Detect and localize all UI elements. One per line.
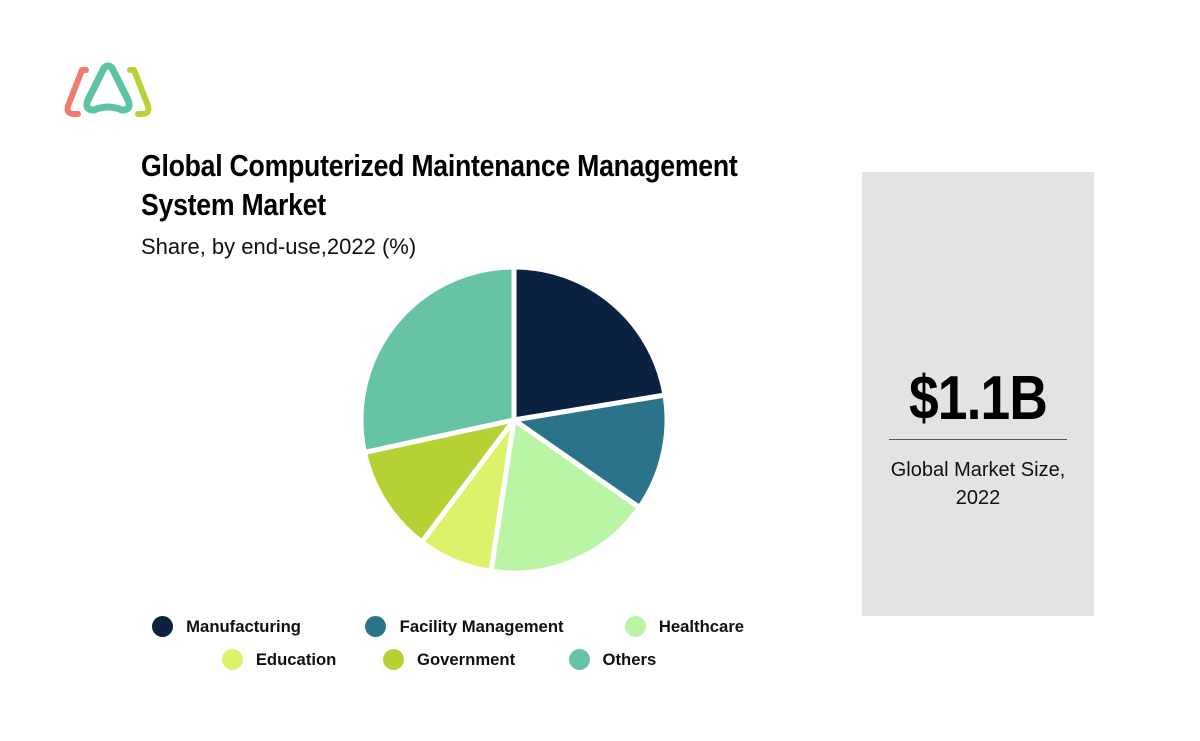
pie-slice-healthcare xyxy=(488,417,642,576)
panel-divider xyxy=(889,439,1067,440)
legend-label: Others xyxy=(602,649,657,669)
legend-label: Facility Management xyxy=(399,616,564,636)
pie-slice-manufacturing xyxy=(511,264,668,423)
legend-item-education: Education xyxy=(222,649,337,670)
caption-line2: 2022 xyxy=(955,487,1001,509)
legend-item-healthcare: Healthcare xyxy=(625,616,745,637)
pie-slice-facility-management xyxy=(511,392,670,511)
brand-logo-icon xyxy=(64,62,152,117)
brand-logo xyxy=(60,62,156,122)
caption-line1: Global Market Size, xyxy=(890,459,1066,481)
chart-subtitle: Share, by end-use,2022 (%) xyxy=(141,234,417,259)
chart-title-line2: System Market xyxy=(141,187,326,222)
legend-dot-icon xyxy=(222,649,243,670)
pie-slice-others xyxy=(358,264,517,455)
legend-label: Manufacturing xyxy=(186,616,301,636)
market-size-caption: Global Market Size, 2022 xyxy=(862,456,1094,512)
legend-item-government: Government xyxy=(383,649,516,670)
legend-dot-icon xyxy=(152,616,173,637)
legend-item-others: Others xyxy=(569,649,657,670)
market-size-panel: $1.1B Global Market Size, 2022 xyxy=(862,172,1094,616)
chart-title: Global Computerized Maintenance Manageme… xyxy=(141,146,738,224)
legend-label: Government xyxy=(417,649,516,669)
legend-dot-icon xyxy=(569,649,590,670)
legend-dot-icon xyxy=(365,616,386,637)
legend-label: Education xyxy=(255,649,337,669)
legend-item-manufacturing: Manufacturing xyxy=(152,616,302,637)
legend-dot-icon xyxy=(383,649,404,670)
pie-chart xyxy=(354,260,674,580)
legend-label: Healthcare xyxy=(658,616,745,636)
legend-dot-icon xyxy=(625,616,646,637)
market-size-value: $1.1B xyxy=(908,364,1048,433)
pie-chart-svg xyxy=(358,264,670,576)
chart-title-line1: Global Computerized Maintenance Manageme… xyxy=(141,148,738,183)
pie-slice-government xyxy=(361,417,517,545)
legend-item-facility-management: Facility Management xyxy=(365,616,565,637)
